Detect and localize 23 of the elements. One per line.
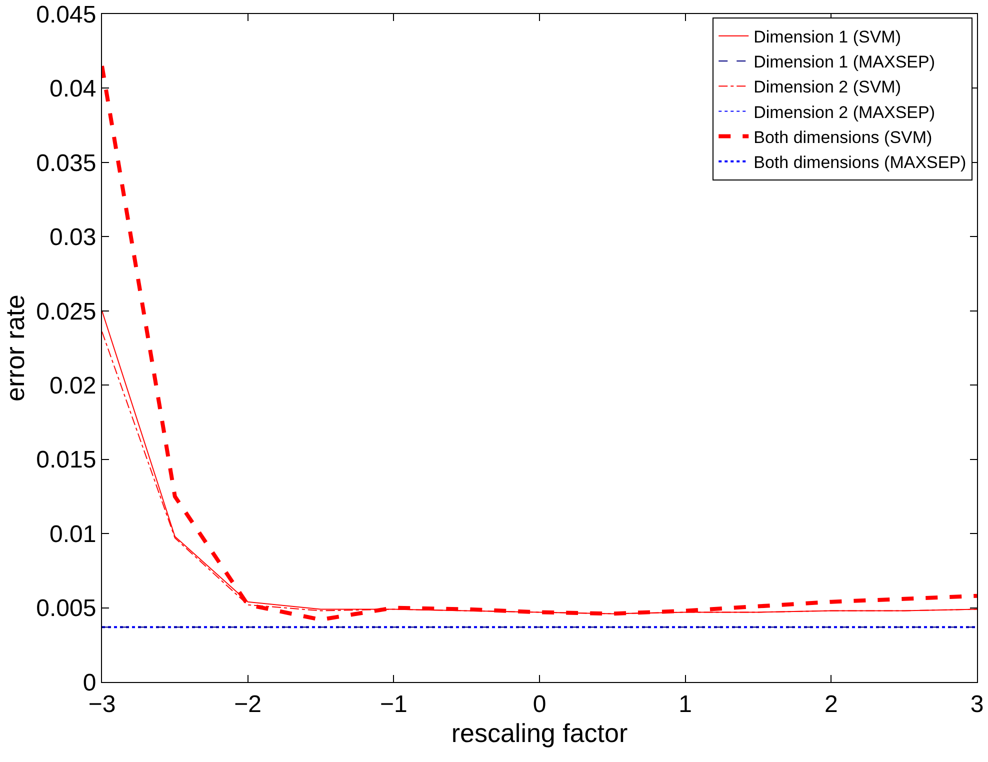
y-tick-label: 0.025 <box>36 298 96 326</box>
y-tick-label: 0.03 <box>49 224 96 252</box>
x-tick-label: 0 <box>532 690 546 718</box>
y-axis-title: error rate <box>0 294 30 402</box>
x-tick-label: 3 <box>970 690 984 718</box>
x-tick-label: −1 <box>380 690 408 718</box>
x-tick-label: −2 <box>234 690 262 718</box>
y-tick-label: 0.015 <box>36 446 96 474</box>
x-axis-title: rescaling factor <box>451 718 628 748</box>
y-tick-label: 0.045 <box>36 1 96 28</box>
legend-label: Dimension 1 (SVM) <box>754 28 901 47</box>
y-tick-label: 0.04 <box>49 76 96 103</box>
y-tick-label: 0.005 <box>36 595 96 622</box>
legend-label: Dimension 2 (MAXSEP) <box>754 102 936 122</box>
x-tick-label: 1 <box>678 690 692 718</box>
y-tick-label: 0.02 <box>49 372 96 400</box>
legend-label: Dimension 1 (MAXSEP) <box>754 52 936 72</box>
x-tick-label: 2 <box>824 690 838 718</box>
y-tick-label: 0.01 <box>49 520 96 548</box>
legend-label: Both dimensions (MAXSEP) <box>754 153 966 172</box>
legend-label: Both dimensions (SVM) <box>754 128 932 147</box>
y-tick-label: 0.035 <box>36 150 96 177</box>
legend-label: Dimension 2 (SVM) <box>754 78 901 97</box>
